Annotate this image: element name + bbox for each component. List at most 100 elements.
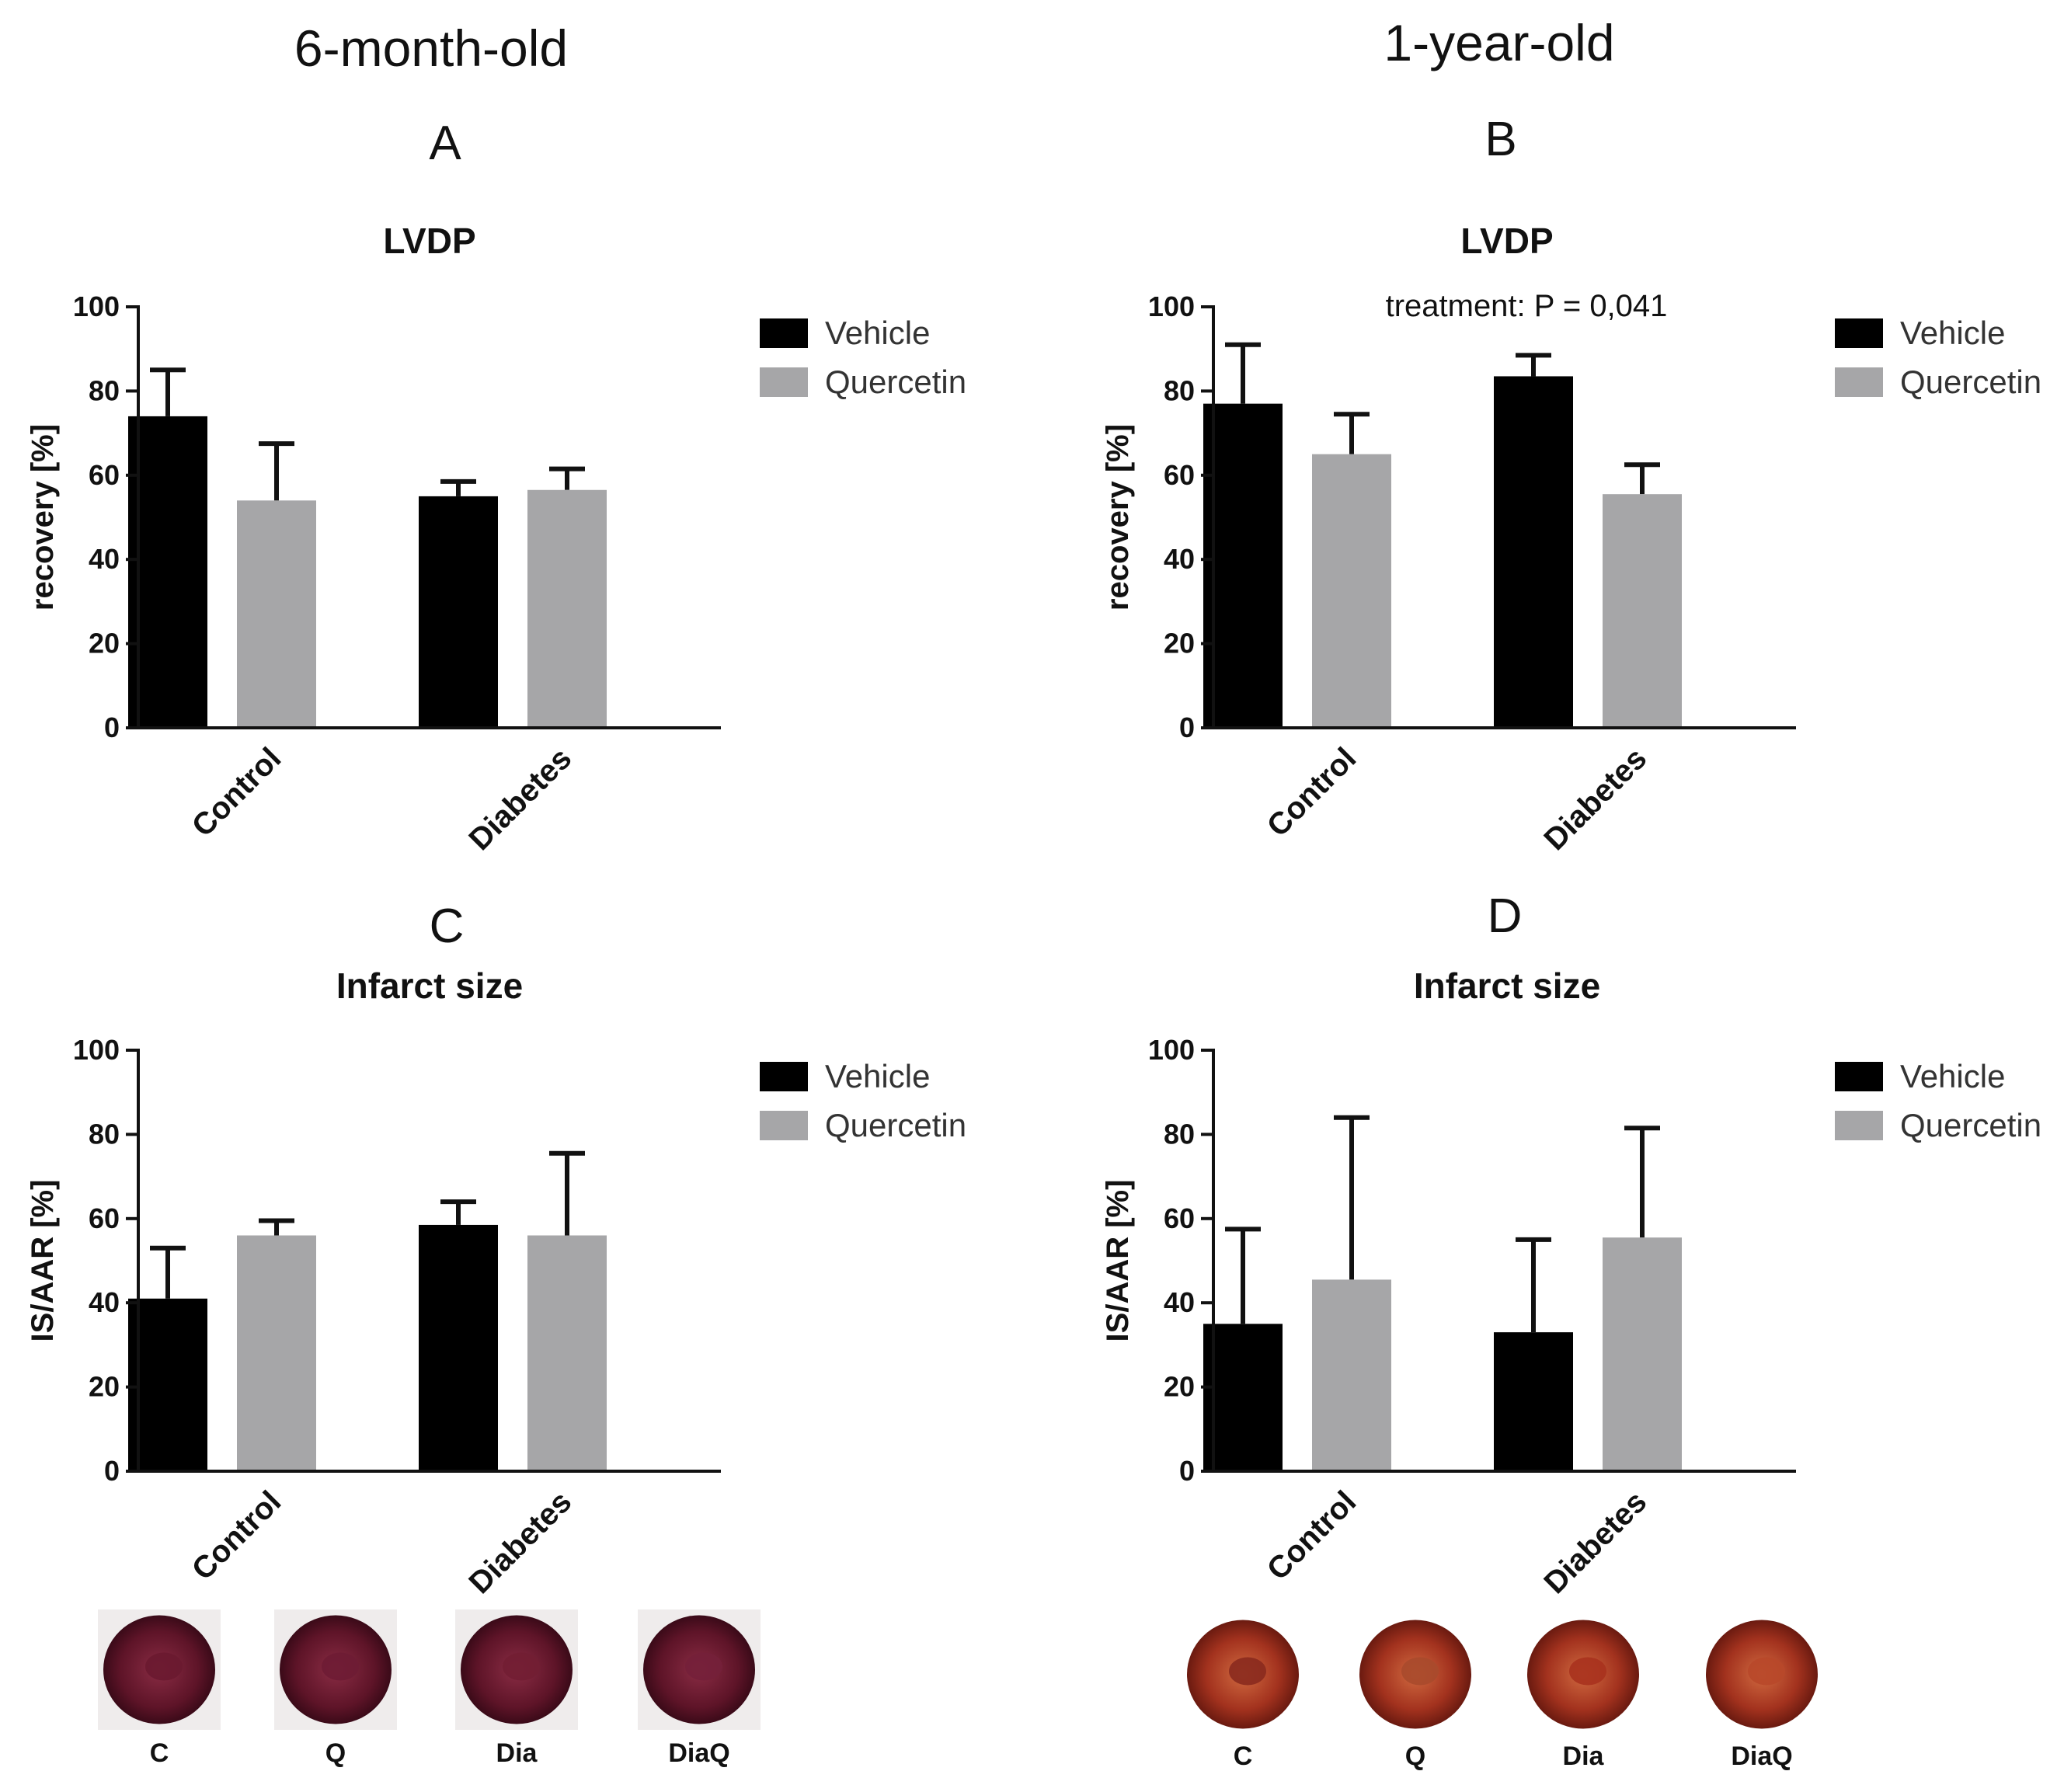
bar-c-diabetes-quercetin	[527, 1235, 607, 1471]
heart-images-left: C Q Dia DiaQ	[98, 1609, 761, 1768]
heart-caption-right-q: Q	[1405, 1742, 1425, 1771]
bar-c-diabetes-vehicle	[419, 1224, 498, 1471]
y-tick-label-d-100: 100	[1148, 1034, 1195, 1066]
chart-panel-c: Infarct size 0 20 40 60 80 100 IS/AAR [%] Contr…	[26, 966, 966, 1600]
heart-caption-right-diaq: DiaQ	[1731, 1742, 1792, 1771]
x-category-label-b-control: Control	[1261, 741, 1363, 844]
legend-swatch-d-vehicle	[1835, 1062, 1883, 1091]
bar-a-control-quercetin	[237, 500, 316, 728]
heart-caption-left-q: Q	[325, 1738, 346, 1768]
bar-a-control-vehicle	[128, 416, 207, 728]
heart-caption-right-c: C	[1234, 1742, 1253, 1771]
legend-swatch-c-quercetin	[760, 1111, 808, 1140]
legend-label-d-quercetin: Quercetin	[1900, 1107, 2041, 1143]
bar-b-diabetes-quercetin	[1603, 494, 1682, 728]
legend-swatch-b-quercetin	[1835, 367, 1883, 397]
legend-label-d-vehicle: Vehicle	[1900, 1058, 2005, 1094]
y-tick-label-a-80: 80	[89, 374, 120, 406]
y-axis-label-d: IS/AAR [%]	[1101, 1180, 1135, 1342]
y-tick-label-d-40: 40	[1164, 1286, 1195, 1318]
legend-swatch-a-quercetin	[760, 367, 808, 397]
panel-letter-c: C	[430, 899, 465, 953]
legend-label-c-quercetin: Quercetin	[825, 1107, 966, 1143]
y-tick-label-c-60: 60	[89, 1202, 120, 1234]
heart-lumen-right-dia	[1569, 1657, 1606, 1686]
heart-lumen-left-diaq	[685, 1652, 722, 1681]
chart-title-d: Infarct size	[1414, 966, 1600, 1006]
legend-swatch-d-quercetin	[1835, 1111, 1883, 1140]
heading-left: 6-month-old	[294, 19, 568, 77]
legend-label-b-vehicle: Vehicle	[1900, 315, 2005, 351]
y-tick-label-d-80: 80	[1164, 1118, 1195, 1150]
x-category-label-c-diabetes: Diabetes	[462, 1484, 578, 1600]
y-axis-label-b: recovery [%]	[1101, 424, 1135, 611]
y-tick-label-a-100: 100	[73, 291, 120, 322]
bar-b-control-vehicle	[1203, 403, 1283, 728]
chart-title-b: LVDP	[1460, 221, 1553, 261]
y-tick-label-d-60: 60	[1164, 1202, 1195, 1234]
bar-b-control-quercetin	[1312, 454, 1391, 728]
bar-d-diabetes-vehicle	[1494, 1332, 1573, 1471]
y-tick-label-c-0: 0	[104, 1455, 120, 1487]
y-tick-label-c-20: 20	[89, 1371, 120, 1403]
heart-lumen-left-q	[322, 1652, 359, 1681]
bar-a-diabetes-quercetin	[527, 489, 607, 728]
legend-label-a-vehicle: Vehicle	[825, 315, 930, 351]
y-tick-label-a-0: 0	[104, 712, 120, 743]
chart-annotation-b: treatment: P = 0,041	[1386, 289, 1668, 323]
y-tick-label-b-20: 20	[1164, 628, 1195, 659]
y-tick-label-c-80: 80	[89, 1118, 120, 1150]
heart-caption-left-c: C	[150, 1738, 169, 1768]
x-category-label-d-diabetes: Diabetes	[1537, 1484, 1653, 1600]
panel-letter-b: B	[1484, 113, 1516, 166]
legend-label-b-quercetin: Quercetin	[1900, 364, 2041, 400]
y-tick-label-a-40: 40	[89, 543, 120, 575]
bar-c-control-vehicle	[128, 1298, 207, 1471]
chart-panel-a: LVDP 0 20 40 60 80 100 recovery [%] Control Diab…	[26, 221, 966, 857]
panel-letter-d: D	[1488, 889, 1523, 943]
legend-swatch-c-vehicle	[760, 1062, 808, 1091]
legend-swatch-a-vehicle	[760, 318, 808, 348]
y-tick-label-c-40: 40	[89, 1286, 120, 1318]
bar-d-diabetes-quercetin	[1603, 1237, 1682, 1471]
bar-c-control-quercetin	[237, 1235, 316, 1471]
y-tick-label-b-0: 0	[1179, 712, 1195, 743]
heart-lumen-right-q	[1401, 1657, 1439, 1686]
y-axis-label-a: recovery [%]	[26, 424, 60, 611]
legend-swatch-b-vehicle	[1835, 318, 1883, 348]
y-tick-label-c-100: 100	[73, 1034, 120, 1066]
legend-label-a-quercetin: Quercetin	[825, 364, 966, 400]
x-category-label-d-control: Control	[1261, 1484, 1363, 1587]
x-category-label-a-control: Control	[186, 741, 288, 844]
y-tick-label-b-100: 100	[1148, 291, 1195, 322]
x-category-label-b-diabetes: Diabetes	[1537, 741, 1653, 857]
heart-caption-right-dia: Dia	[1563, 1742, 1605, 1771]
heart-lumen-right-diaq	[1748, 1657, 1785, 1686]
chart-title-c: Infarct size	[336, 966, 523, 1006]
y-tick-label-d-20: 20	[1164, 1371, 1195, 1403]
heading-right: 1-year-old	[1384, 14, 1614, 71]
x-category-label-c-control: Control	[186, 1484, 288, 1587]
y-tick-label-a-20: 20	[89, 628, 120, 659]
bar-b-diabetes-vehicle	[1494, 376, 1573, 728]
legend-label-c-vehicle: Vehicle	[825, 1058, 930, 1094]
heart-caption-left-diaq: DiaQ	[668, 1738, 729, 1768]
heart-lumen-left-dia	[503, 1652, 540, 1681]
y-axis-label-c: IS/AAR [%]	[26, 1180, 60, 1342]
heart-lumen-right-c	[1229, 1657, 1266, 1686]
x-category-label-a-diabetes: Diabetes	[462, 741, 578, 857]
chart-title-a: LVDP	[383, 221, 475, 261]
heart-caption-left-dia: Dia	[496, 1738, 538, 1768]
y-tick-label-d-0: 0	[1179, 1455, 1195, 1487]
heart-lumen-left-c	[145, 1652, 183, 1681]
chart-panel-d: Infarct size 0 20 40 60 80 100 IS/AAR [%] Contr…	[1101, 966, 2041, 1600]
y-tick-label-b-60: 60	[1164, 459, 1195, 491]
y-tick-label-a-60: 60	[89, 459, 120, 491]
bar-a-diabetes-vehicle	[419, 496, 498, 728]
bar-d-control-vehicle	[1203, 1324, 1283, 1471]
chart-panel-b: LVDP treatment: P = 0,041 0 20 40 60 80 100 re…	[1101, 221, 2041, 857]
heart-images-right: C Q Dia DiaQ	[1182, 1614, 1823, 1771]
panel-letter-a: A	[429, 117, 461, 170]
y-tick-label-b-80: 80	[1164, 374, 1195, 406]
